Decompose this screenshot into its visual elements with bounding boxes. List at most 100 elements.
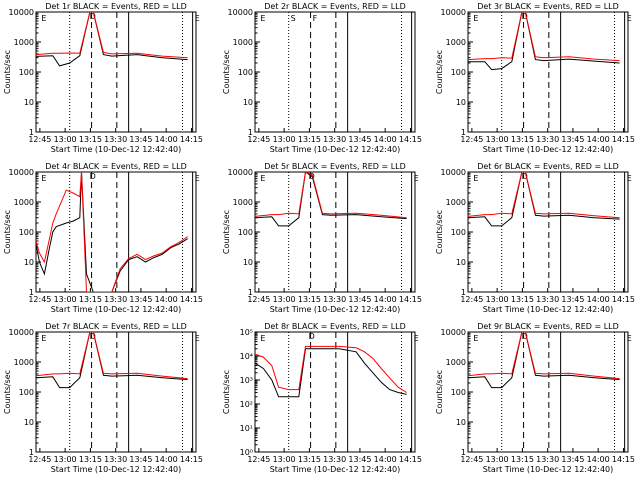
- y-tick-label: 1000: [446, 38, 466, 47]
- x-tick-label: 13:00: [54, 455, 77, 464]
- events-series-line: [468, 332, 620, 389]
- lld-series-line: [36, 332, 188, 380]
- x-tick-label: 13:15: [298, 455, 321, 464]
- x-tick-label: 13:15: [79, 455, 102, 464]
- x-tick-label: 14:00: [587, 455, 610, 464]
- y-tick-label: 10¹: [240, 424, 253, 433]
- y-tick-label: 1000: [233, 198, 253, 207]
- y-tick-label: 1: [248, 128, 253, 137]
- lld-series-line: [468, 12, 620, 62]
- marker-letter: D: [522, 332, 528, 341]
- y-axis-label: Counts/sec: [3, 50, 12, 94]
- x-tick-label: 13:15: [79, 135, 102, 144]
- marker-letter: E: [260, 14, 265, 23]
- marker-letter: D: [522, 12, 528, 21]
- plot-frame: [467, 11, 629, 133]
- y-tick-label: 10000: [9, 328, 34, 337]
- events-series-line: [36, 332, 188, 389]
- x-tick-label: 14:15: [180, 295, 203, 304]
- marker-letter: D: [90, 172, 96, 181]
- x-tick-label: 14:15: [612, 455, 635, 464]
- y-tick-label: 10000: [441, 8, 466, 17]
- y-tick-label: 1000: [14, 358, 34, 367]
- x-tick-label: 14:00: [374, 135, 397, 144]
- y-tick-label: 1000: [233, 38, 253, 47]
- panel-8r: Det 8r BLACK = Events, RED = LLD E E D 12:45…: [222, 322, 422, 474]
- x-tick-label: 13:15: [511, 295, 534, 304]
- marker-letter: D: [90, 12, 96, 21]
- plot-frame: [35, 331, 197, 453]
- y-tick-label: 100: [238, 228, 253, 237]
- y-axis-label: Counts/sec: [3, 370, 12, 414]
- y-tick-label: 1000: [14, 198, 34, 207]
- marker-letter: E: [414, 174, 419, 183]
- x-tick-label: 14:15: [180, 135, 203, 144]
- x-axis-label: Start Time (10-Dec-12 12:42:40): [270, 145, 401, 154]
- x-tick-label: 12:45: [460, 295, 483, 304]
- y-tick-label: 10000: [228, 8, 253, 17]
- panel-7r: Det 7r BLACK = Events, RED = LLD E E D 12:45…: [3, 322, 203, 474]
- x-axis-label: Start Time (10-Dec-12 12:42:40): [483, 145, 614, 154]
- x-tick-label: 13:15: [511, 135, 534, 144]
- panel-3r: Det 3r BLACK = Events, RED = LLD E E D 12:45…: [435, 2, 635, 154]
- y-tick-label: 100: [19, 68, 34, 77]
- marker-letter: E: [627, 174, 632, 183]
- x-tick-label: 13:00: [486, 135, 509, 144]
- x-axis-label: Start Time (10-Dec-12 12:42:40): [270, 465, 401, 474]
- marker-letter: E: [41, 174, 46, 183]
- x-tick-label: 13:00: [486, 455, 509, 464]
- marker-letter: E: [260, 334, 265, 343]
- x-tick-label: 13:15: [511, 455, 534, 464]
- y-tick-label: 10: [24, 258, 34, 267]
- y-tick-label: 100: [451, 388, 466, 397]
- y-tick-label: 10: [24, 418, 34, 427]
- x-tick-label: 14:15: [612, 295, 635, 304]
- y-tick-label: 1: [248, 288, 253, 297]
- y-tick-label: 1: [29, 448, 34, 457]
- x-tick-label: 12:45: [28, 455, 51, 464]
- lld-series-line: [36, 172, 188, 292]
- events-series-line: [468, 12, 620, 71]
- x-tick-label: 13:00: [54, 295, 77, 304]
- x-tick-label: 14:00: [155, 135, 178, 144]
- x-tick-label: 12:45: [28, 135, 51, 144]
- x-tick-label: 13:15: [79, 295, 102, 304]
- x-tick-label: 13:15: [298, 135, 321, 144]
- y-axis-label: Counts/sec: [222, 210, 231, 254]
- lld-series-line: [36, 12, 188, 59]
- marker-letter: D: [90, 332, 96, 341]
- x-tick-label: 13:30: [536, 455, 559, 464]
- x-tick-label: 12:45: [247, 135, 270, 144]
- x-tick-label: 12:45: [247, 295, 270, 304]
- panel-1r: Det 1r BLACK = Events, RED = LLD E E D 12:45…: [3, 2, 203, 154]
- x-tick-label: 14:00: [374, 295, 397, 304]
- marker-letter: E: [473, 174, 478, 183]
- y-tick-label: 1000: [14, 38, 34, 47]
- y-axis-label: Counts/sec: [3, 210, 12, 254]
- x-tick-label: 13:15: [298, 295, 321, 304]
- x-tick-label: 13:45: [348, 135, 371, 144]
- lld-series-line: [468, 332, 620, 380]
- plot-frame: [467, 331, 629, 453]
- x-tick-label: 13:30: [536, 135, 559, 144]
- panel-title: Det 7r BLACK = Events, RED = LLD: [45, 322, 187, 331]
- y-tick-label: 10⁵: [240, 328, 253, 337]
- y-axis-label: Counts/sec: [222, 50, 231, 94]
- events-series-line: [468, 172, 620, 227]
- x-axis-label: Start Time (10-Dec-12 12:42:40): [51, 145, 182, 154]
- x-tick-label: 13:30: [104, 295, 127, 304]
- x-tick-label: 13:45: [129, 455, 152, 464]
- marker-letter: E: [195, 174, 200, 183]
- events-series-line: [255, 348, 407, 398]
- y-tick-label: 10: [456, 98, 466, 107]
- marker-letter: E: [627, 14, 632, 23]
- x-tick-label: 14:00: [155, 295, 178, 304]
- panel-title: Det 1r BLACK = Events, RED = LLD: [45, 2, 187, 11]
- x-tick-label: 13:45: [348, 455, 371, 464]
- x-tick-label: 14:15: [612, 135, 635, 144]
- y-tick-label: 10: [243, 258, 253, 267]
- marker-letter: E: [195, 334, 200, 343]
- y-tick-label: 10⁰: [240, 448, 253, 457]
